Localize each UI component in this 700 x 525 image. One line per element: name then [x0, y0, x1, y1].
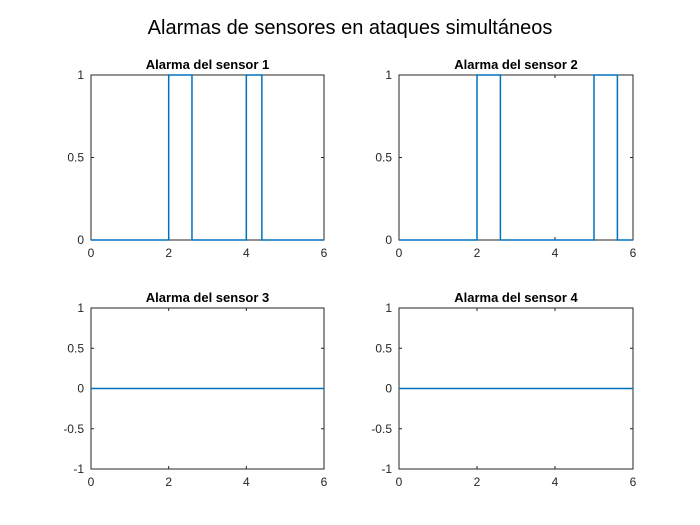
y-tick-label: 0.5: [67, 151, 84, 165]
axes-box: [90, 74, 325, 241]
x-tick-label: 6: [321, 246, 328, 260]
subplot-title: Alarma del sensor 2: [454, 57, 578, 72]
y-tick-label: 0.5: [67, 341, 84, 355]
y-tick-label: 1: [385, 301, 392, 315]
subplot-title: Alarma del sensor 1: [146, 57, 270, 72]
x-tick-label: 4: [552, 475, 559, 489]
subplot-title: Alarma del sensor 4: [454, 290, 578, 305]
x-tick-label: 0: [396, 475, 403, 489]
y-tick-label: -0.5: [63, 422, 84, 436]
y-tick-label: 0: [77, 382, 84, 396]
figure-title: Alarmas de sensores en ataques simultáne…: [148, 17, 553, 39]
x-tick-label: 4: [552, 246, 559, 260]
y-tick-label: 0: [77, 233, 84, 247]
subplot-2: Alarma del sensor 2 0 2 4 6 0 0.5 1: [375, 57, 636, 260]
y-tick-label: 0.5: [375, 341, 392, 355]
x-tick-label: 2: [474, 475, 481, 489]
subplot-1: Alarma del sensor 1 0 2 4 6 0 0.5 1: [67, 57, 327, 260]
y-tick-label: -1: [381, 462, 392, 476]
x-tick-label: 4: [243, 246, 250, 260]
y-tick-label: 0: [385, 382, 392, 396]
series-line-1: [399, 74, 633, 241]
x-tick-label: 4: [243, 475, 250, 489]
y-tick-label: 1: [385, 68, 392, 82]
y-tick-label: -0.5: [371, 422, 392, 436]
y-tick-label: -1: [73, 462, 84, 476]
x-tick-label: 2: [474, 246, 481, 260]
x-tick-label: 0: [88, 475, 95, 489]
y-tick-label: 1: [77, 68, 84, 82]
y-tick-label: 1: [77, 301, 84, 315]
x-tick-label: 2: [165, 246, 172, 260]
series-line-1: [91, 74, 324, 241]
axes-box: [398, 74, 634, 241]
x-tick-label: 0: [396, 246, 403, 260]
x-tick-label: 6: [630, 475, 637, 489]
subplot-4: Alarma del sensor 4 0 2 4 6 -1 -0.5 0 0.5 1: [371, 290, 636, 489]
x-tick-label: 6: [321, 475, 328, 489]
x-tick-label: 0: [88, 246, 95, 260]
y-tick-label: 0: [385, 233, 392, 247]
x-tick-label: 2: [165, 475, 172, 489]
subplot-title: Alarma del sensor 3: [146, 290, 270, 305]
x-tick-label: 6: [630, 246, 637, 260]
y-tick-label: 0.5: [375, 151, 392, 165]
subplot-3: Alarma del sensor 3 0 2 4 6 -1 -0.5 0 0.5 1: [63, 290, 327, 489]
